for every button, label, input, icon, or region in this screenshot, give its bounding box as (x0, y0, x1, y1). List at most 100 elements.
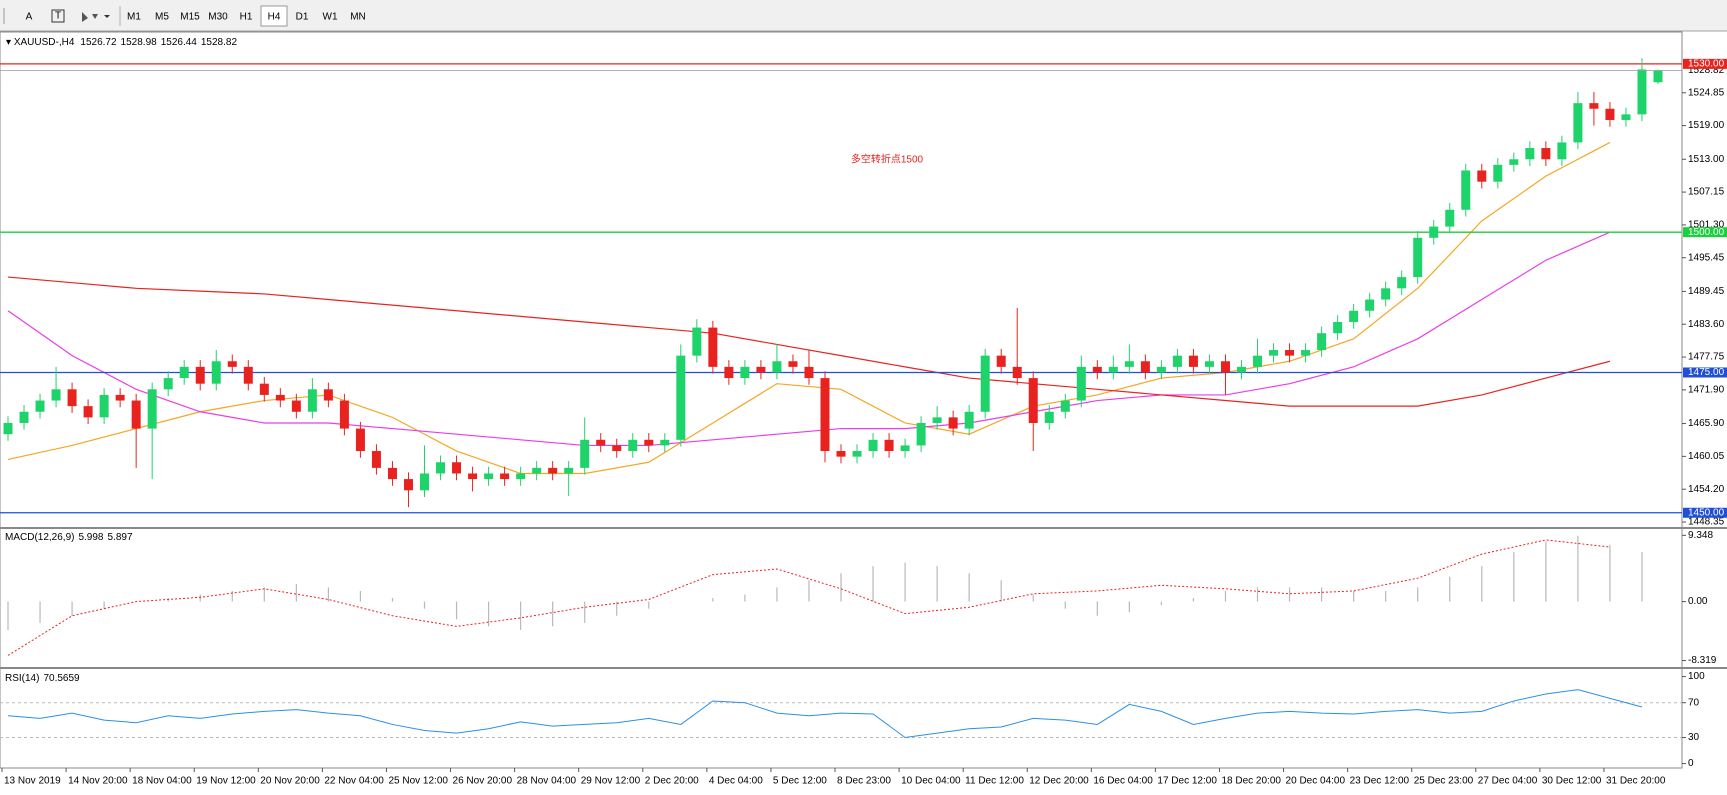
candle-body (1621, 114, 1631, 120)
dropdown[interactable] (104, 15, 110, 18)
label-tool[interactable] (51, 9, 65, 23)
candle-body (1381, 288, 1391, 300)
y-tick-label: 1460.05 (1688, 451, 1725, 462)
triangle: ▾ (6, 37, 14, 48)
timeframe-button[interactable]: M5 (155, 12, 169, 23)
y-tick-label: 0.00 (1688, 596, 1708, 607)
candle-body (1301, 350, 1311, 356)
candle-body (1605, 108, 1615, 120)
candle-body (307, 389, 317, 412)
candle-body (275, 394, 285, 401)
timeframe-button[interactable]: W1 (323, 12, 338, 23)
candle-body (1285, 350, 1295, 356)
candle-body (35, 400, 45, 412)
x-tick-label: 20 Nov 20:00 (260, 776, 320, 787)
text-tool[interactable]: A (26, 12, 33, 23)
candle-body (1589, 103, 1599, 109)
candle-body (484, 473, 494, 480)
candle-body (371, 451, 381, 468)
chart-area (0, 31, 1683, 769)
x-tick-label: 20 Dec 04:00 (1286, 776, 1346, 787)
candle-body (964, 411, 974, 429)
level-label-box (1683, 507, 1727, 518)
candle-body (468, 473, 478, 480)
x-tick-label: 14 Nov 20:00 (68, 776, 128, 787)
candle-body (1477, 170, 1487, 182)
candle-body (1349, 310, 1359, 322)
y-tick-label: 1524.85 (1688, 87, 1725, 98)
candle-body (1028, 378, 1038, 423)
x-tick-label: 28 Nov 04:00 (517, 776, 577, 787)
candle-body (259, 383, 269, 395)
candle-body (612, 445, 622, 452)
x-tick-label: 5 Dec 12:00 (773, 776, 827, 787)
candle-body (1204, 361, 1214, 367)
close: 1528.82 (201, 37, 238, 48)
candle-body (1172, 355, 1182, 367)
timeframe-button[interactable]: H4 (268, 12, 281, 23)
candle-body (932, 417, 942, 423)
high: 1528.98 (121, 37, 158, 48)
toolbar (0, 0, 1727, 31)
panes: 1524.85 1519.00 1513.00 1507.15 1501.30 1495.… (0, 58, 1727, 787)
candle-body (548, 467, 558, 474)
candle-body (980, 355, 990, 412)
candle-body (1253, 355, 1263, 367)
candle-body (500, 473, 510, 480)
x-tick-label: 25 Nov 12:00 (388, 776, 448, 787)
y-tick-label: 100 (1688, 671, 1705, 682)
y-tick-label: 1489.45 (1688, 286, 1725, 297)
x-tick-label: 25 Dec 23:00 (1414, 776, 1474, 787)
candle-body (67, 389, 77, 407)
timeframe-button[interactable]: M1 (127, 12, 141, 23)
x-tick-label: 12 Dec 20:00 (1029, 776, 1089, 787)
candle-body (724, 366, 734, 379)
candle-body (1092, 366, 1102, 373)
rsi-header: RSI(14) 70.5659 (5, 673, 80, 684)
x-tick-label: 19 Nov 12:00 (196, 776, 256, 787)
x-tick-label: 2 Dec 20:00 (645, 776, 699, 787)
label-tool-icon: T (55, 11, 61, 22)
level-label: 1475.00 (1688, 367, 1725, 378)
candle-body (1429, 226, 1439, 238)
y-tick-label: 70 (1688, 697, 1700, 708)
timeframe-button[interactable]: H1 (240, 12, 253, 23)
x-tick-label: 16 Dec 04:00 (1093, 776, 1153, 787)
candle-body (788, 361, 798, 367)
candle-body (1333, 321, 1343, 334)
macd-title: MACD(12,26,9) (5, 532, 74, 543)
candle-body (1269, 350, 1279, 356)
timeframe-button[interactable]: M15 (180, 12, 200, 23)
candle-body (1188, 355, 1198, 367)
candle-body (1060, 400, 1070, 412)
timeframe-button[interactable]: M30 (208, 12, 228, 23)
x-tick-label: 31 Dec 20:00 (1606, 776, 1666, 787)
candle-body (1012, 366, 1022, 379)
y-tick-label: 30 (1688, 732, 1700, 743)
candle-body (1140, 361, 1150, 373)
candle-body (83, 406, 93, 418)
rsi-line (7, 689, 1643, 739)
candle-body (115, 394, 125, 401)
candle-body (1557, 142, 1567, 160)
open: 1526.72 (80, 37, 117, 48)
shapes-tool[interactable] (82, 12, 98, 22)
timeframe-button[interactable]: MN (350, 12, 366, 23)
level-label: 1500.00 (1688, 227, 1725, 238)
level-label-box (1683, 58, 1727, 69)
candle-body (900, 445, 910, 452)
timeframe-button[interactable]: D1 (296, 12, 309, 23)
candle-body (387, 467, 397, 480)
x-tick-label: 26 Nov 20:00 (453, 776, 513, 787)
candle-body (1445, 209, 1455, 227)
candle-body (804, 366, 814, 379)
candle-body (1653, 70, 1663, 83)
candle-body (195, 366, 205, 384)
y-tick-label: 1519.00 (1688, 120, 1725, 131)
candle-body (1236, 366, 1246, 373)
x-tick-label: 29 Nov 12:00 (581, 776, 641, 787)
candle-body (676, 355, 686, 440)
signal-value: 5.897 (108, 532, 133, 543)
rsi-title: RSI(14) (5, 673, 39, 684)
